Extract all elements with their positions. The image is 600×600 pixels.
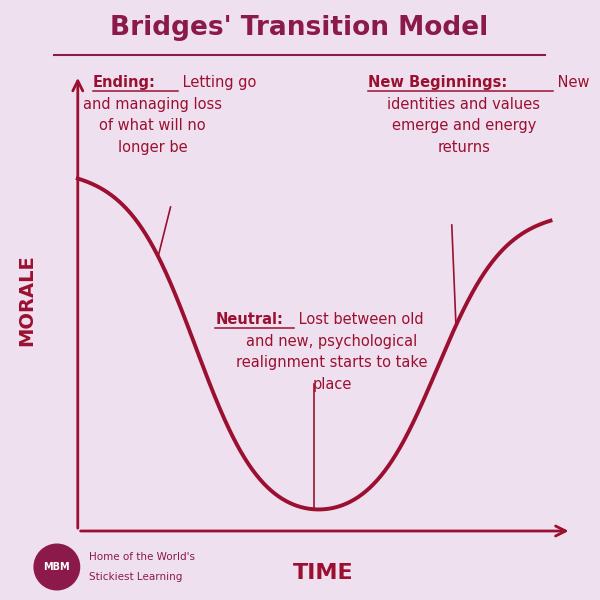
Text: realignment starts to take: realignment starts to take	[236, 355, 428, 370]
Text: MORALE: MORALE	[17, 254, 37, 346]
Text: returns: returns	[437, 140, 490, 155]
Text: emerge and energy: emerge and energy	[392, 118, 536, 133]
Text: place: place	[313, 377, 352, 392]
Text: Neutral:: Neutral:	[215, 312, 283, 327]
Text: Home of the World's: Home of the World's	[89, 552, 194, 562]
Text: Ending:: Ending:	[93, 75, 155, 90]
Text: identities and values: identities and values	[387, 97, 540, 112]
Text: New Beginnings:: New Beginnings:	[368, 75, 507, 90]
Text: Bridges' Transition Model: Bridges' Transition Model	[110, 15, 488, 41]
Text: longer be: longer be	[118, 140, 187, 155]
Text: and managing loss: and managing loss	[83, 97, 222, 112]
Text: Letting go: Letting go	[178, 75, 257, 90]
Text: Lost between old: Lost between old	[295, 312, 424, 327]
Circle shape	[34, 544, 80, 590]
Text: Stickiest Learning: Stickiest Learning	[89, 572, 182, 582]
Text: and new, psychological: and new, psychological	[247, 334, 418, 349]
Text: MBM: MBM	[44, 562, 70, 572]
Text: New: New	[553, 75, 590, 90]
Text: TIME: TIME	[293, 563, 353, 583]
Text: of what will no: of what will no	[99, 118, 206, 133]
